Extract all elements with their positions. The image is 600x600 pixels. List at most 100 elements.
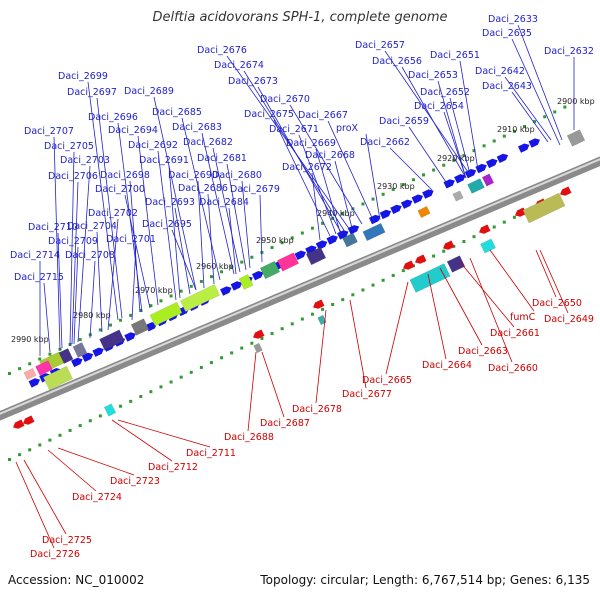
tick-dot-top: [462, 154, 466, 158]
top-label-leader: [226, 163, 247, 271]
top-gene-label: Daci_2700: [95, 184, 145, 195]
accession-label: Accession: NC_010002: [8, 573, 145, 587]
reverse-gene-arrow: [403, 260, 415, 270]
bottom-gene-label: Daci_2725: [42, 535, 92, 546]
top-label-leader: [384, 50, 471, 176]
forward-gene-arrow: [528, 138, 540, 148]
feature-block-bottom: [480, 238, 496, 254]
tick-dot-bottom: [280, 327, 284, 331]
bottom-label-leader: [57, 447, 135, 476]
top-gene-label: Daci_2703: [60, 155, 110, 166]
bottom-label-leader: [247, 351, 257, 432]
top-label-leader: [401, 66, 467, 179]
bottom-gene-label: Daci_2664: [422, 360, 472, 371]
reverse-gene-arrow: [13, 419, 25, 429]
tick-dot-top: [98, 328, 102, 332]
tick-dot-top: [553, 110, 557, 114]
feature-block-top: [305, 246, 327, 266]
top-label-leader: [408, 126, 449, 186]
top-label-leader: [87, 81, 119, 321]
tick-dot-top: [391, 187, 395, 191]
feature-block-bottom: [42, 365, 74, 391]
top-label-leader: [511, 38, 561, 146]
kbp-tick-label: 2940 kbp: [317, 209, 355, 218]
forward-gene-arrow: [347, 225, 360, 235]
tick-dot-bottom: [290, 322, 294, 326]
bottom-gene-label: Daci_2661: [490, 328, 540, 339]
top-gene-label: Daci_2656: [372, 56, 422, 67]
forward-gene-arrow: [294, 250, 306, 260]
top-gene-label: Daci_2684: [199, 197, 249, 208]
tick-dot-top: [472, 149, 476, 153]
tick-dot-top: [331, 216, 335, 220]
top-label-leader: [96, 97, 123, 319]
top-label-leader: [334, 160, 353, 229]
bottom-gene-label: Daci_2688: [224, 432, 274, 443]
reverse-gene-arrow: [560, 186, 572, 196]
tick-dot-bottom: [119, 404, 123, 408]
top-gene-label: Daci_2669: [286, 138, 336, 149]
tick-dot-top: [250, 255, 254, 259]
reverse-gene-arrow: [443, 240, 455, 250]
tick-dot-bottom: [8, 458, 11, 461]
top-gene-label: Daci_2667: [298, 110, 348, 121]
tick-dot-top: [502, 134, 506, 138]
tick-dot-bottom: [341, 298, 345, 302]
feature-block-bottom: [446, 255, 466, 273]
top-gene-label: Daci_2668: [305, 150, 355, 161]
tick-dot-top: [310, 226, 314, 230]
feature-block-bottom: [253, 342, 263, 354]
top-label-leader: [174, 207, 191, 295]
bottom-label-leader: [535, 249, 557, 298]
top-gene-label: Daci_2707: [24, 126, 74, 137]
top-label-leader: [289, 104, 363, 225]
top-label-leader: [197, 180, 205, 289]
top-label-leader: [298, 134, 337, 235]
tick-dot-bottom: [209, 361, 213, 365]
bottom-label-leader: [349, 299, 367, 389]
bottom-gene-label: fumC: [510, 312, 536, 323]
tick-dot-top: [159, 299, 163, 303]
top-gene-label: Daci_2697: [67, 87, 117, 98]
forward-gene-arrow: [124, 332, 136, 342]
top-gene-label: Daci_2673: [228, 76, 278, 87]
tick-dot-bottom: [159, 385, 163, 389]
forward-gene-arrow: [28, 378, 40, 388]
tick-dot-top: [442, 163, 446, 167]
top-gene-label: Daci_2682: [183, 137, 233, 148]
forward-gene-arrow: [305, 245, 317, 255]
kbp-tick-label: 2990 kbp: [11, 335, 49, 344]
forward-gene-arrow: [443, 179, 455, 189]
tick-dot-top: [300, 231, 304, 235]
forward-gene-arrow: [252, 271, 264, 281]
top-gene-label: Daci_2701: [106, 234, 156, 245]
tick-dot-bottom: [321, 307, 325, 311]
feature-block-top: [130, 318, 150, 336]
kbp-tick-label: 2960 kbp: [196, 262, 234, 271]
top-label-leader: [77, 165, 91, 343]
top-gene-label: Daci_2692: [128, 140, 178, 151]
tick-dot-bottom: [149, 390, 153, 394]
tick-dot-bottom: [78, 424, 82, 428]
top-gene-label: Daci_2653: [408, 70, 458, 81]
forward-gene-arrow: [400, 199, 413, 209]
top-label-leader: [168, 165, 181, 299]
feature-block-top: [99, 329, 125, 351]
top-label-leader: [273, 119, 331, 237]
forward-gene-arrow: [326, 235, 338, 245]
tick-dot-top: [422, 173, 426, 177]
reverse-gene-arrow: [515, 207, 527, 217]
bottom-label-leader: [439, 267, 483, 346]
top-label-leader: [449, 97, 471, 175]
bottom-gene-label: Daci_2649: [544, 314, 594, 325]
bottom-label-leader: [117, 419, 211, 448]
forward-gene-arrow: [411, 194, 423, 204]
tick-dot-bottom: [381, 278, 385, 282]
tick-dot-bottom: [240, 346, 244, 350]
top-gene-label: Daci_2662: [360, 137, 410, 148]
top-label-leader: [57, 232, 63, 349]
tick-dot-top: [189, 284, 193, 288]
bottom-label-leader: [315, 309, 327, 404]
top-gene-label: Daci_2699: [58, 71, 108, 82]
bottom-label-leader: [469, 257, 513, 363]
